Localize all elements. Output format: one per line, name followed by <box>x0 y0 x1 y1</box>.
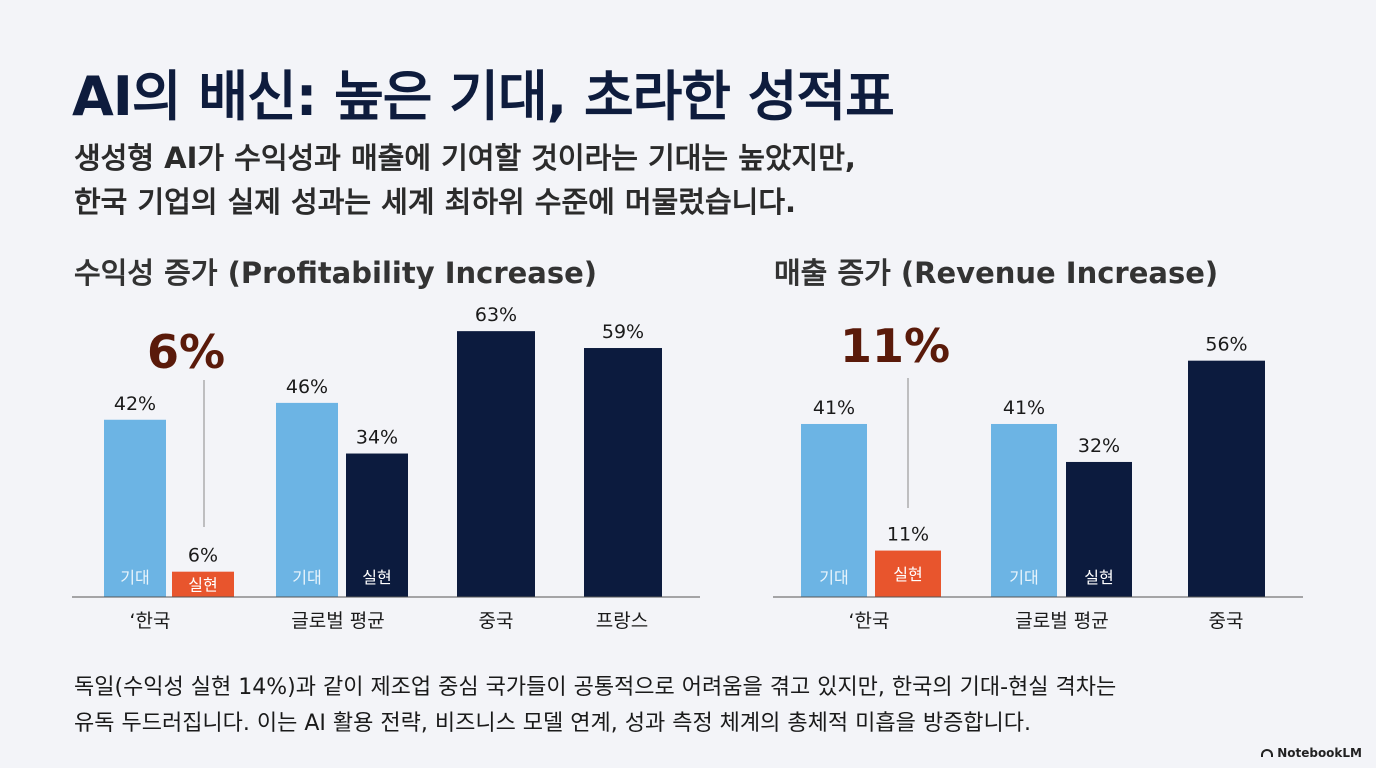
revenue-category-label: 글로벌 평균 <box>1015 610 1108 632</box>
profit-value-label: 59% <box>602 321 644 343</box>
profit-bar-inner-label: 실현 <box>188 575 217 594</box>
page-title: AI의 배신: 높은 기대, 초라한 성적표 <box>72 65 895 128</box>
profitability-chart-title: 수익성 증가 (Profitability Increase) <box>74 256 598 290</box>
notebooklm-icon <box>1261 749 1274 757</box>
revenue-bar <box>1188 360 1265 597</box>
revenue-bar <box>875 550 941 597</box>
revenue-bar-inner-label: 실현 <box>1084 568 1113 587</box>
profit-category-label: ‘한국 <box>130 610 171 632</box>
profit-bar <box>276 402 338 597</box>
revenue-bar <box>801 423 867 597</box>
profit-bar-inner-label: 실현 <box>362 568 391 587</box>
profit-bar-inner-label: 기대 <box>292 568 321 587</box>
profit-value-label: 63% <box>475 304 517 326</box>
profit-bar <box>457 331 535 597</box>
profit-category-label: 글로벌 평균 <box>291 610 384 632</box>
subtitle: 생성형 AI가 수익성과 매출에 기여할 것이라는 기대는 높았지만, 한국 기… <box>74 136 856 224</box>
revenue-callout: 11% <box>840 319 950 373</box>
profit-category-label: 프랑스 <box>596 610 648 632</box>
subtitle-line-2: 한국 기업의 실제 성과는 세계 최하위 수준에 머물렀습니다. <box>74 185 797 219</box>
revenue-chart-title: 매출 증가 (Revenue Increase) <box>774 256 1219 290</box>
revenue-bar-inner-label: 기대 <box>819 568 848 587</box>
profit-bar <box>346 453 408 597</box>
profit-bar <box>584 348 662 597</box>
profit-category-label: 중국 <box>479 610 514 632</box>
brand-mark: NotebookLM <box>1261 746 1362 760</box>
footer-line-2: 유독 두드러집니다. 이는 AI 활용 전략, 비즈니스 모델 연계, 성과 측… <box>74 711 1032 736</box>
profit-value-label: 42% <box>114 393 156 415</box>
profit-value-label: 34% <box>356 427 398 449</box>
profit-bar-inner-label: 기대 <box>120 568 149 587</box>
profit-value-label: 6% <box>188 545 218 567</box>
revenue-category-label: 중국 <box>1209 610 1244 632</box>
revenue-value-label: 41% <box>813 397 855 419</box>
revenue-bar-inner-label: 실현 <box>893 565 922 584</box>
revenue-value-label: 11% <box>887 524 929 546</box>
revenue-bar-inner-label: 기대 <box>1009 568 1038 587</box>
profit-callout: 6% <box>147 325 225 379</box>
revenue-bar <box>991 423 1057 597</box>
profit-value-label: 46% <box>286 376 328 398</box>
revenue-value-label: 41% <box>1003 397 1045 419</box>
subtitle-line-1: 생성형 AI가 수익성과 매출에 기여할 것이라는 기대는 높았지만, <box>74 141 856 175</box>
revenue-value-label: 56% <box>1205 334 1247 356</box>
footer-note: 독일(수익성 실현 14%)과 같이 제조업 중심 국가들이 공통적으로 어려움… <box>74 670 1116 742</box>
profit-bar <box>172 571 234 597</box>
profit-bar <box>104 419 166 597</box>
revenue-value-label: 32% <box>1078 435 1120 457</box>
brand-label: NotebookLM <box>1277 746 1362 760</box>
revenue-bar <box>1066 461 1132 597</box>
revenue-category-label: ‘한국 <box>849 610 890 632</box>
footer-line-1: 독일(수익성 실현 14%)과 같이 제조업 중심 국가들이 공통적으로 어려움… <box>74 675 1117 700</box>
